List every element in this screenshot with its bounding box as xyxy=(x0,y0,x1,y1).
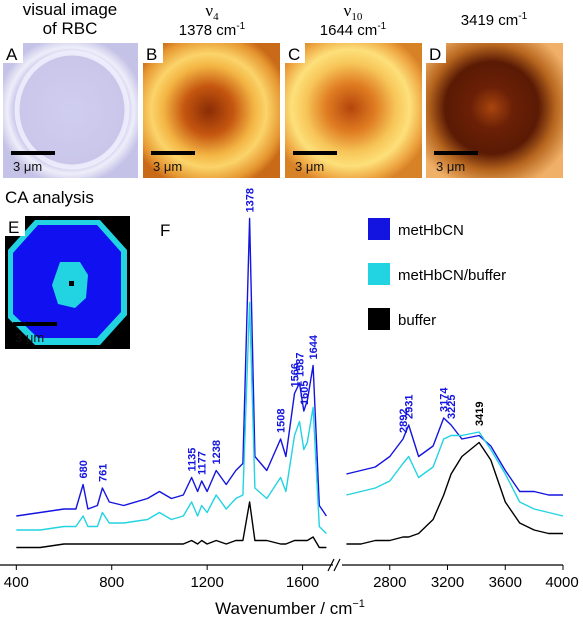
x-label-superscript: −1 xyxy=(352,598,365,610)
spectrum-line xyxy=(16,301,564,534)
panel-letter: D xyxy=(429,45,441,64)
unit-superscript: -1 xyxy=(236,21,245,32)
panel-letter: C xyxy=(288,45,300,64)
x-tick-label: 800 xyxy=(99,574,124,591)
x-tick-label: 4000 xyxy=(545,574,578,591)
peak-label: 2892 xyxy=(398,409,410,433)
panel-letter: F xyxy=(160,221,170,240)
peak-label: 1644 xyxy=(308,334,320,359)
letter-box xyxy=(3,43,23,63)
spectrum-line xyxy=(16,217,563,517)
panel-wavenumber: 1378 cm-1 xyxy=(179,21,246,39)
unit-superscript: -1 xyxy=(518,11,527,22)
peak-label: 1177 xyxy=(197,451,209,475)
peak-label: 2931 xyxy=(404,395,416,419)
image-b xyxy=(143,43,280,178)
legend-label: buffer xyxy=(398,312,436,329)
wavenumber: 3419 cm xyxy=(461,12,519,29)
letter-box xyxy=(143,43,163,63)
x-label-text: Wavenumber / cm xyxy=(215,599,352,618)
image-a xyxy=(3,43,138,178)
x-tick-label: 3200 xyxy=(431,574,464,591)
mode-symbol: ν xyxy=(344,1,352,20)
peak-label: 3174 xyxy=(439,387,451,412)
legend-swatch xyxy=(368,263,390,285)
legend-swatch xyxy=(368,308,390,330)
unit-superscript: -1 xyxy=(377,21,386,32)
image-d xyxy=(426,43,563,178)
letter-box xyxy=(285,43,305,63)
x-tick-label: 400 xyxy=(4,574,29,591)
cell-outline xyxy=(14,50,130,170)
panel-title: of RBC xyxy=(43,19,98,38)
peak-label: 1238 xyxy=(211,440,223,464)
peak-label: 1378 xyxy=(245,188,257,212)
axis-break xyxy=(333,558,341,572)
panel-mode: ν10 xyxy=(344,1,363,23)
panel-mode: ν4 xyxy=(205,1,219,23)
scale-label: 3 μm xyxy=(295,159,324,174)
panel-title: CA analysis xyxy=(5,188,94,207)
axis-break xyxy=(327,558,335,572)
peak-label: 1566 xyxy=(289,363,301,387)
mode-subscript: 10 xyxy=(351,11,363,23)
panel-wavenumber: 3419 cm-1 xyxy=(461,11,528,29)
letter-box xyxy=(426,43,446,63)
panel-letter: E xyxy=(8,218,19,237)
panel-letter: B xyxy=(146,45,157,64)
peak-label: 1587 xyxy=(294,353,306,377)
peak-label: 3225 xyxy=(446,395,458,419)
spectrum-line xyxy=(16,441,563,549)
scale-label: 3 μm xyxy=(436,159,465,174)
x-tick-label: 3600 xyxy=(489,574,522,591)
legend-label: metHbCN/buffer xyxy=(398,267,506,284)
mode-subscript: 4 xyxy=(213,11,219,23)
x-tick-label: 1200 xyxy=(190,574,223,591)
panel-letter: A xyxy=(6,45,18,64)
wavenumber: 1644 cm xyxy=(320,22,378,39)
x-tick-label: 2800 xyxy=(373,574,406,591)
panel-title: visual image xyxy=(23,0,118,19)
peak-label: 1508 xyxy=(276,409,288,433)
peak-label: 761 xyxy=(97,464,109,482)
peak-label: 680 xyxy=(78,460,90,478)
x-axis-label: Wavenumber / cm−1 xyxy=(215,598,365,618)
mode-symbol: ν xyxy=(205,1,213,20)
image-c xyxy=(285,43,422,178)
scale-label: 3 μm xyxy=(13,159,42,174)
legend-swatch xyxy=(368,218,390,240)
peak-label: 3419 xyxy=(474,402,486,426)
peak-label: 1605 xyxy=(299,381,311,405)
wavenumber: 1378 cm xyxy=(179,22,237,39)
panel-wavenumber: 1644 cm-1 xyxy=(320,21,387,39)
x-tick-label: 1600 xyxy=(286,574,319,591)
peak-label: 1135 xyxy=(187,448,199,472)
ca-dot xyxy=(69,281,74,286)
scale-label: 3 μm xyxy=(15,330,44,345)
scale-label: 3 μm xyxy=(153,159,182,174)
legend-label: metHbCN xyxy=(398,222,464,239)
letter-box xyxy=(5,216,25,236)
